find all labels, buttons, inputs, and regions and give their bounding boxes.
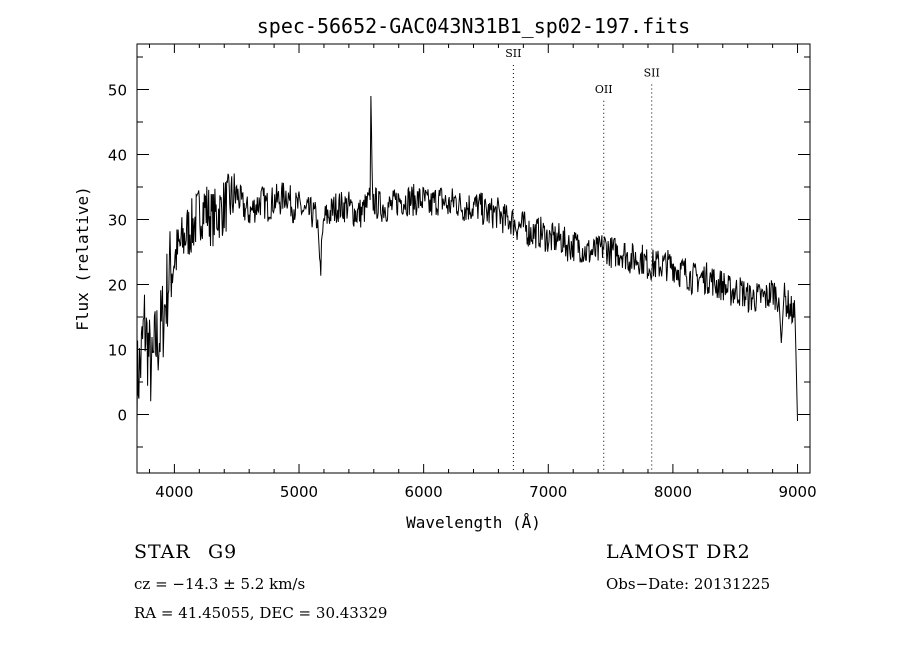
x-tick-label: 6000 xyxy=(405,483,443,501)
obs-date-text: Obs−Date: 20131225 xyxy=(606,575,771,593)
y-axis-label: Flux (relative) xyxy=(73,186,92,331)
y-tick-label: 20 xyxy=(108,277,127,295)
object-class: STAR xyxy=(134,541,191,563)
y-tick-label: 0 xyxy=(117,407,127,425)
emission-line-label: SII xyxy=(505,47,521,60)
x-tick-label: 5000 xyxy=(280,483,318,501)
y-tick-label: 50 xyxy=(108,82,127,100)
spectrum-line xyxy=(136,95,798,428)
y-tick-label: 10 xyxy=(108,342,127,360)
x-tick-label: 4000 xyxy=(155,483,193,501)
plot-frame xyxy=(136,43,811,474)
y-tick-label: 30 xyxy=(108,212,127,230)
x-tick-label: 7000 xyxy=(529,483,567,501)
object-subclass: G9 xyxy=(208,541,238,563)
survey-label: LAMOST DR2 xyxy=(606,541,751,563)
y-tick-label: 40 xyxy=(108,147,127,165)
x-axis-label: Wavelength (Å) xyxy=(406,513,541,532)
coordinates-text: RA = 41.45055, DEC = 30.43329 xyxy=(134,604,388,622)
emission-line-label: OII xyxy=(595,83,613,96)
x-tick-label: 9000 xyxy=(778,483,816,501)
chart-title: spec-56652-GAC043N31B1_sp02-197.fits xyxy=(257,14,690,38)
x-tick-label: 8000 xyxy=(654,483,692,501)
redshift-text: cz = −14.3 ± 5.2 km/s xyxy=(134,575,306,593)
emission-line-label: SII xyxy=(644,67,660,80)
